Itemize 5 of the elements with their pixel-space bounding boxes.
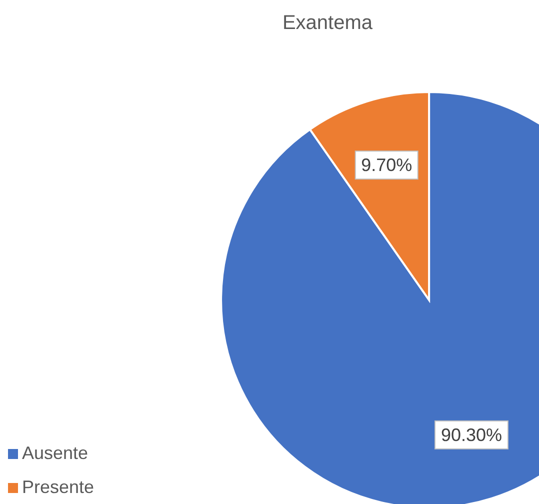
data-label: 9.70% xyxy=(361,155,412,176)
data-label: 90.30% xyxy=(440,424,502,445)
legend-label: Presente xyxy=(22,477,94,497)
legend-label: Ausente xyxy=(22,443,88,463)
chart-title: Exantema xyxy=(281,12,374,35)
